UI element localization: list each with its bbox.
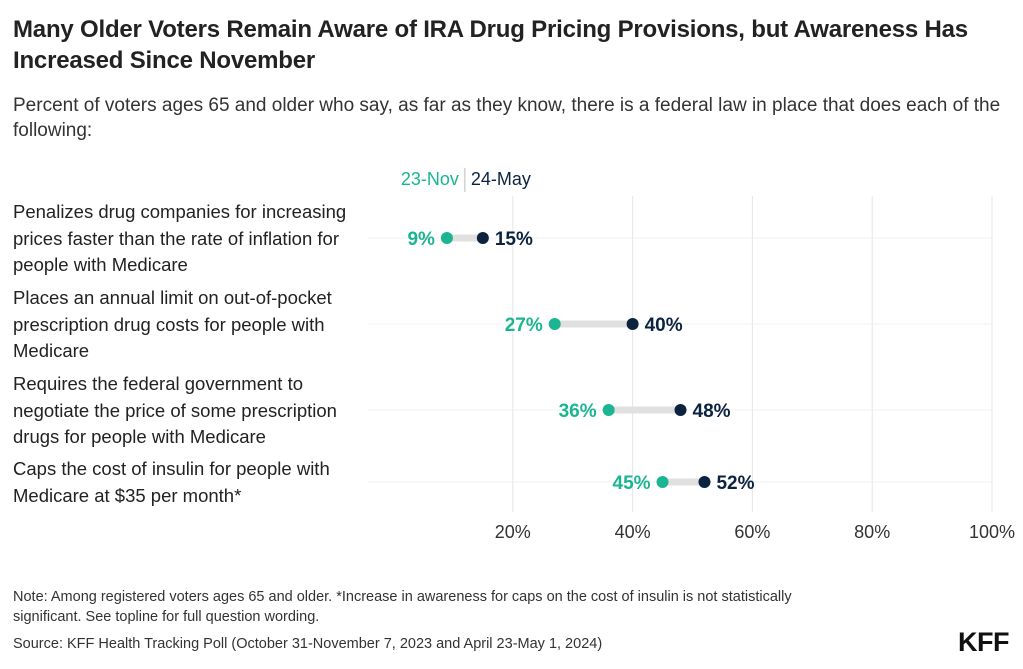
point-nov: [656, 476, 669, 488]
x-tick-label: 80%: [854, 522, 890, 542]
point-nov: [602, 404, 615, 416]
data-label-may: 48%: [693, 401, 731, 422]
category-label: Penalizes drug companies for increasing p…: [13, 199, 398, 279]
footnote-line-2: significant. See topline for full questi…: [13, 609, 320, 625]
point-nov: [548, 318, 561, 330]
data-label-may: 52%: [716, 473, 754, 494]
category-label-line: people with Medicare: [13, 254, 188, 275]
category-label-line: Penalizes drug companies for increasing: [13, 201, 347, 222]
data-label-may: 40%: [645, 315, 683, 336]
footnote-line-1: Note: Among registered voters ages 65 an…: [13, 589, 792, 605]
category-label-line: prices faster than the rate of inflation…: [13, 227, 339, 249]
data-label-nov: 9%: [407, 229, 435, 250]
point-may: [698, 476, 711, 488]
legend-nov: 23-Nov: [401, 169, 459, 189]
category-label-line: Caps the cost of insulin for people with: [13, 458, 330, 479]
data-label-nov: 36%: [559, 401, 597, 422]
chart-subtitle: Percent of voters ages 65 and older who …: [13, 95, 1001, 141]
category-label: Places an annual limit on out-of-pocket p…: [13, 285, 398, 365]
source-note: Source: KFF Health Tracking Poll (Octobe…: [13, 636, 603, 652]
category-label-line: Medicare: [13, 340, 90, 361]
kff-logo: KFF: [958, 627, 1009, 657]
category-label-line: prescription drug costs for people with: [13, 313, 325, 335]
point-may: [674, 404, 687, 416]
chart-title: Many Older Voters Remain Aware of IRA Dr…: [13, 16, 968, 74]
category-label: Caps the cost of insulin for people with…: [13, 456, 398, 509]
category-label-line: Places an annual limit on out-of-pocket: [13, 287, 332, 308]
x-tick-label: 100%: [969, 522, 1015, 542]
category-label-line: negotiate the price of some prescription: [13, 399, 337, 421]
data-label-nov: 27%: [505, 315, 543, 336]
point-nov: [440, 232, 453, 244]
category-label-line: drugs for people with Medicare: [13, 426, 266, 447]
x-tick-label: 60%: [734, 522, 770, 542]
dumbbell-chart: 20% 40% 60% 80% 100% 23-Nov 24-May 9% 15% 27% 40% 3…: [368, 168, 1015, 542]
category-label: Requires the federal government to negoti…: [13, 371, 398, 451]
data-label-may: 15%: [495, 229, 533, 250]
category-label-line: Requires the federal government to: [13, 373, 304, 394]
x-tick-label: 40%: [615, 522, 651, 542]
point-may: [476, 232, 489, 244]
category-label-line: Medicare at $35 per month*: [13, 484, 242, 506]
legend-may: 24-May: [471, 169, 531, 189]
point-may: [626, 318, 639, 330]
data-label-nov: 45%: [613, 473, 651, 494]
x-tick-label: 20%: [495, 522, 531, 542]
